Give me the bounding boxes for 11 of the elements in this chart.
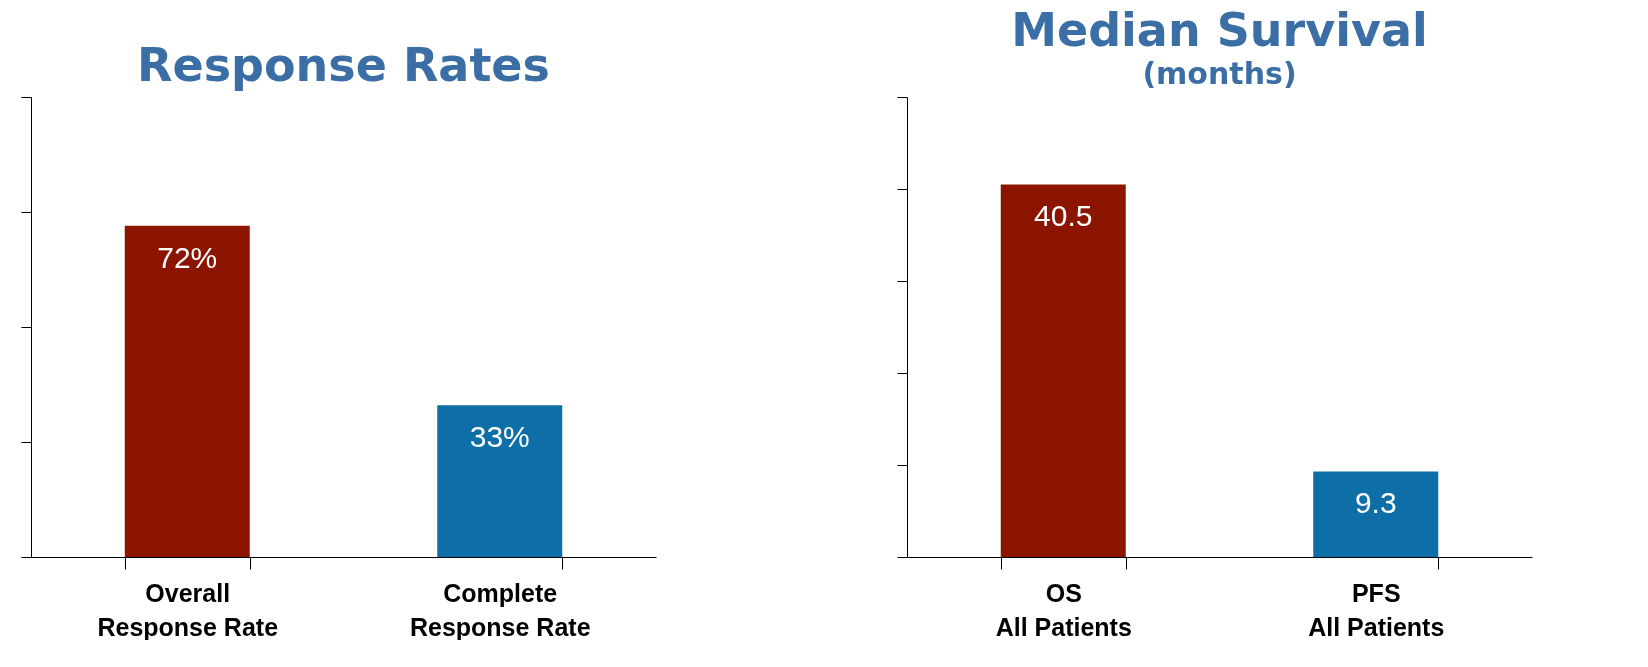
chart-subtitle: (months) bbox=[1142, 55, 1297, 91]
x-tick-label: PFS All Patients bbox=[1308, 578, 1445, 641]
x-tick-label: Overall Response Rate bbox=[97, 578, 279, 641]
data-label: 9.3 bbox=[1354, 486, 1397, 520]
data-label: 72% bbox=[157, 240, 218, 274]
x-tick-label: Complete Response Rate bbox=[409, 578, 591, 641]
x-tick-label: OS All Patients bbox=[995, 578, 1132, 641]
chart-title: Median Survival bbox=[1011, 2, 1428, 57]
data-label: 33% bbox=[469, 420, 530, 454]
chart-title: Response Rates bbox=[137, 37, 550, 92]
data-label: 40.5 bbox=[1034, 199, 1093, 233]
